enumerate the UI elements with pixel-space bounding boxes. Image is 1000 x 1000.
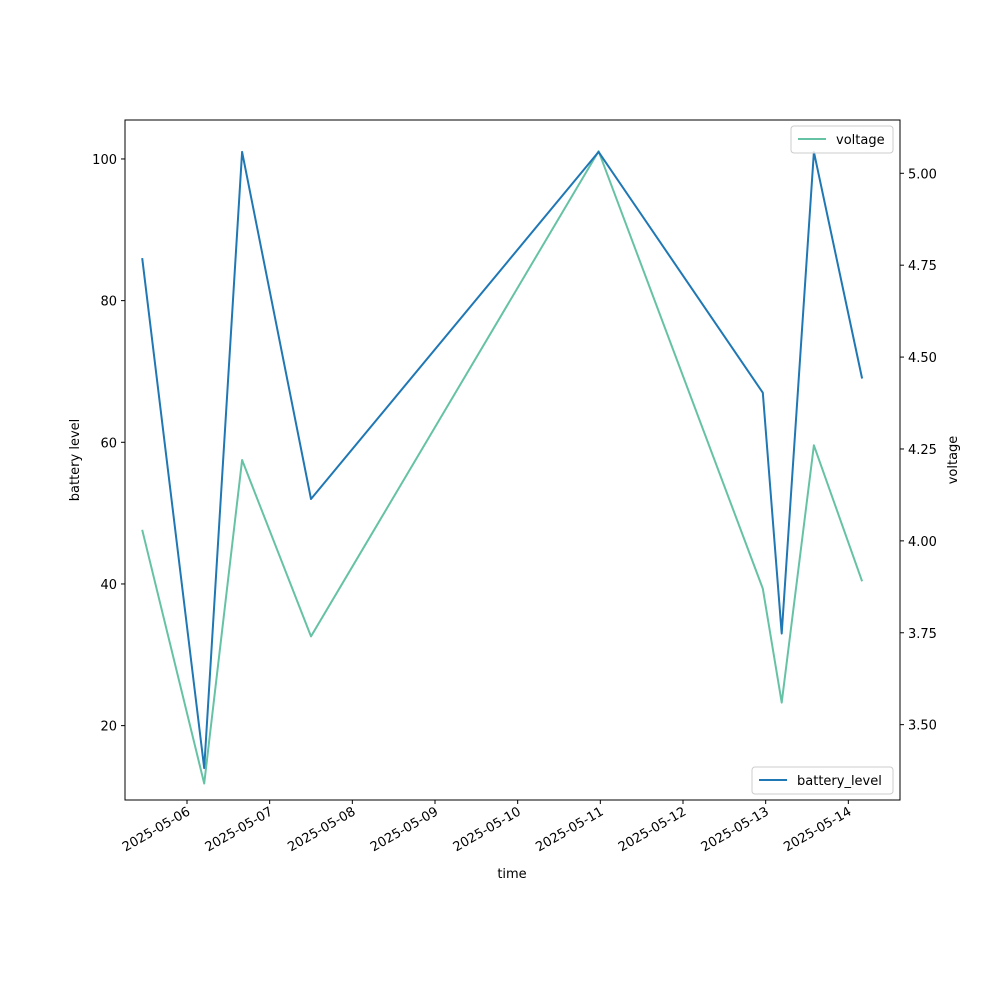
x-tick-label: 2025-05-14 <box>781 804 854 855</box>
right-y-tick-label: 5.00 <box>908 167 937 182</box>
plot-frame <box>124 119 901 801</box>
series-line-voltage <box>141 150 864 785</box>
x-tick-label: 2025-05-13 <box>699 804 772 855</box>
x-tick-label: 2025-05-06 <box>120 804 193 855</box>
x-tick-label: 2025-05-12 <box>616 804 689 855</box>
left-y-tick-label: 20 <box>100 720 117 735</box>
legend-battery-level: battery_level <box>751 766 894 795</box>
left-y-tick-label: 40 <box>100 578 117 593</box>
x-tick-label: 2025-05-11 <box>533 804 606 855</box>
left-y-tick-label: 60 <box>100 436 117 451</box>
legend-voltage: voltage <box>790 125 894 154</box>
legend-battery-level-box <box>751 766 894 795</box>
x-tick-label: 2025-05-10 <box>451 804 524 855</box>
left-y-tick-label: 80 <box>100 295 117 310</box>
right-y-tick-label: 3.50 <box>908 719 937 734</box>
legend-voltage-box <box>790 125 894 154</box>
x-tick-label: 2025-05-07 <box>203 804 276 855</box>
x-tick-label: 2025-05-08 <box>285 804 358 855</box>
legend-voltage-label: voltage <box>836 133 885 148</box>
series-line-battery-level <box>141 150 864 770</box>
right-y-tick-label: 3.75 <box>908 627 937 642</box>
left-y-tick-label: 100 <box>92 153 117 168</box>
x-axis-ticks: 2025-05-06 2025-05-07 2025-05-08 2025-05-09… <box>120 800 854 855</box>
x-axis-label: time <box>497 867 526 882</box>
right-y-tick-label: 4.25 <box>908 443 937 458</box>
right-y-tick-label: 4.00 <box>908 535 937 550</box>
x-tick-label: 2025-05-09 <box>368 804 441 855</box>
series-layer <box>141 150 864 785</box>
legend-battery-level-label: battery_level <box>797 774 882 789</box>
right-y-tick-label: 4.50 <box>908 351 937 366</box>
left-y-axis-label: battery level <box>68 419 83 502</box>
left-y-axis-ticks: 20 40 60 80 100 <box>92 153 125 735</box>
right-y-tick-label: 4.75 <box>908 259 937 274</box>
right-y-axis-label: voltage <box>946 436 961 485</box>
right-y-axis-ticks: 3.50 3.75 4.00 4.25 4.50 4.75 5.00 <box>900 167 937 734</box>
